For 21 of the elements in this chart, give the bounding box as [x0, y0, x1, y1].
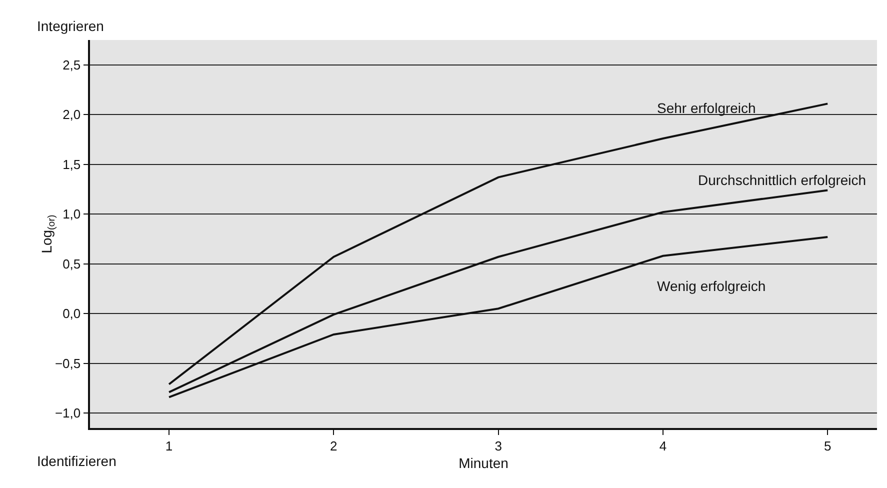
- series-label: Wenig erfolgreich: [657, 278, 766, 294]
- x-tick-label: 2: [330, 438, 338, 454]
- series-label: Durchschnittlich erfolgreich: [698, 172, 866, 188]
- y-tick-label: 1,5: [62, 156, 81, 172]
- text: Identifizieren: [37, 453, 116, 469]
- y-tick-label: −1,0: [54, 406, 81, 421]
- x-tick-label: 4: [659, 438, 667, 454]
- y-tick-label: 0,5: [62, 256, 81, 272]
- x-tick-label: 1: [165, 438, 173, 454]
- line-series: [168, 189, 829, 394]
- y-tick-label: 0,0: [62, 306, 81, 322]
- y-tick-label: −0,5: [54, 356, 81, 371]
- y-tick-label: 2,0: [62, 107, 81, 122]
- y-tick-label: 1,0: [62, 206, 81, 222]
- y-tick-label: 2,5: [62, 57, 81, 72]
- line-series: [168, 236, 829, 398]
- x-tick-label: 3: [494, 438, 502, 454]
- x-tick-label: 5: [824, 438, 832, 454]
- x-axis-title: Minuten: [458, 455, 508, 472]
- series-label: Sehr erfolgreich: [657, 100, 756, 116]
- text: Integrieren: [37, 18, 104, 34]
